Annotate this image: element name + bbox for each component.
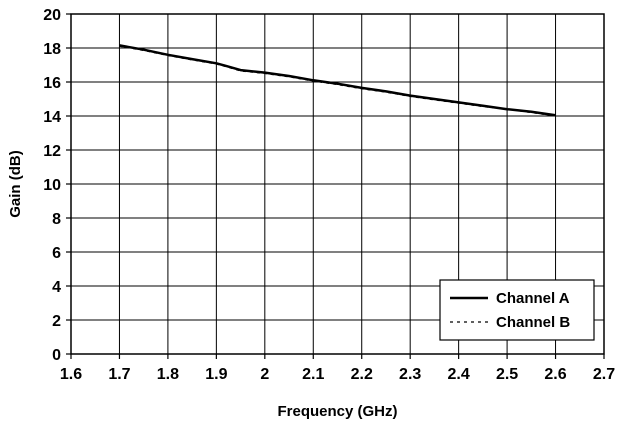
- y-tick-label: 6: [52, 245, 61, 262]
- y-tick-label: 20: [43, 7, 61, 24]
- x-tick-label: 2.7: [593, 366, 615, 383]
- y-tick-label: 2: [52, 313, 61, 330]
- x-tick-label: 1.6: [60, 366, 82, 383]
- y-tick-labels: 0 2 4 6 8 10 12 14 16 18 20: [43, 7, 71, 364]
- y-tick-label: 4: [52, 279, 61, 296]
- x-tick-label: 2.2: [351, 366, 373, 383]
- x-tick-label: 1.8: [157, 366, 179, 383]
- y-tick-label: 10: [43, 177, 61, 194]
- y-tick-label: 0: [52, 347, 61, 364]
- y-tick-label: 12: [43, 143, 61, 160]
- y-tick-label: 8: [52, 211, 61, 228]
- x-tick-label: 2: [260, 366, 269, 383]
- y-tick-label: 14: [43, 109, 61, 126]
- x-axis-title: Frequency (GHz): [277, 403, 397, 420]
- x-tick-label: 1.7: [108, 366, 130, 383]
- legend-label-channel-b: Channel B: [496, 314, 570, 331]
- x-tick-label: 2.1: [302, 366, 324, 383]
- y-tick-label: 16: [43, 75, 61, 92]
- y-axis-title: Gain (dB): [7, 150, 24, 218]
- legend-box: [439, 279, 595, 341]
- series-line-channel-b: [119, 45, 556, 117]
- legend-label-channel-a: Channel A: [496, 290, 570, 307]
- legend: Channel A Channel B: [439, 279, 595, 341]
- x-tick-label: 2.3: [399, 366, 421, 383]
- series-line-channel-a: [119, 44, 556, 117]
- x-tick-label: 2.5: [496, 366, 518, 383]
- x-tick-label: 2.6: [544, 366, 566, 383]
- series-layer: [119, 44, 556, 117]
- x-tick-labels: 1.6 1.7 1.8 1.9 2 2.1 2.2 2.3 2.4 2.5 2.6 2.7: [60, 354, 615, 383]
- y-tick-label: 18: [43, 41, 61, 58]
- x-tick-label: 1.9: [205, 366, 227, 383]
- x-tick-label: 2.4: [448, 366, 470, 383]
